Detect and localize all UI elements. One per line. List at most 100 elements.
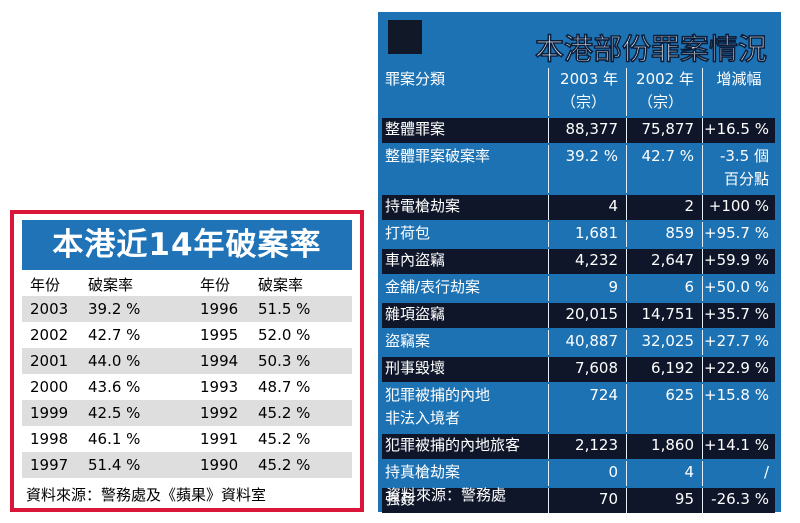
crime-row: 整體罪案破案率 39.2 % 42.7 % -3.5 個百分點: [382, 145, 775, 193]
cell-line: 持真槍劫案: [385, 463, 461, 481]
cell-line: -26.3 %: [711, 490, 769, 508]
cell-line: /: [763, 463, 769, 481]
count-2002-cell: 4: [626, 461, 698, 486]
cell-line: +50.0 %: [704, 278, 769, 296]
change-cell: +59.9 %: [702, 249, 775, 274]
crime-row: 刑事毀壞 7,608 6,192 +22.9 %: [382, 357, 775, 382]
cell-line: 犯罪被捕的內地旅客: [385, 436, 521, 454]
cell-line: +22.9 %: [704, 359, 769, 377]
cell-line: 金舖/表行劫案: [385, 278, 481, 296]
cell-line: 1,681: [575, 224, 618, 242]
count-2003-cell: 40,887: [548, 330, 622, 355]
rate-cell: 46.1 %: [88, 430, 141, 448]
clearance-rate-row: 1999 42.5 % 1992 45.2 %: [22, 400, 352, 426]
crime-stats-panel: 本港部份罪案情況 罪案分類 2003 年 （宗） 2002 年 （宗） 增減幅 整體罪案 88…: [378, 12, 781, 513]
cell-line: 2003 年: [560, 70, 618, 88]
count-2003-cell: 0: [548, 461, 622, 486]
count-2002-cell: 6: [626, 276, 698, 301]
rate-cell: 52.0 %: [258, 326, 311, 344]
crime-row: 犯罪被捕的內地旅客 2,123 1,860 +14.1 %: [382, 434, 775, 459]
cell-line: 95: [674, 490, 694, 508]
count-2003-cell: 88,377: [548, 118, 622, 143]
cell-line: 724: [589, 386, 618, 404]
change-cell: +16.5 %: [702, 118, 775, 143]
crime-stats-title: 本港部份罪案情況: [534, 32, 768, 67]
crime-category-cell: 犯罪被捕的內地旅客: [382, 434, 544, 459]
cell-line: 2,647: [651, 251, 694, 269]
crime-category-cell: 強姦: [382, 488, 544, 513]
crime-row: 盜竊案 40,887 32,025 +27.7 %: [382, 330, 775, 355]
crime-category-cell: 車內盜竊: [382, 249, 544, 274]
cell-line: 1,860: [651, 436, 694, 454]
cell-line: +14.1 %: [704, 436, 769, 454]
cell-line: 車內盜竊: [385, 251, 446, 269]
count-2003-cell: 20,015: [548, 303, 622, 328]
header-c2: 2002 年 （宗）: [626, 68, 698, 116]
year-cell: 2002: [30, 326, 69, 344]
rate-cell: 39.2 %: [88, 300, 141, 318]
crime-row: 持真槍劫案 0 4 /: [382, 461, 775, 486]
crime-category-cell: 犯罪被捕的內地 非法入境者: [382, 384, 544, 432]
clearance-rate-row: 2003 39.2 % 1996 51.5 %: [22, 296, 352, 322]
year-header-2: 年份: [200, 276, 231, 294]
cell-line: 32,025: [641, 332, 695, 350]
cell-line: 6: [684, 278, 694, 296]
crime-category-cell: 持電槍劫案: [382, 195, 544, 220]
cell-line: 39.2 %: [565, 147, 618, 165]
cell-line: 整體罪案破案率: [385, 147, 491, 165]
cell-line: 9: [608, 278, 618, 296]
rate-cell: 45.2 %: [258, 404, 311, 422]
count-2003-cell: 70: [548, 488, 622, 513]
header-c0: 罪案分類: [382, 68, 544, 116]
rate-cell: 42.5 %: [88, 404, 141, 422]
year-cell: 2003: [30, 300, 69, 318]
rate-header-2: 破案率: [258, 276, 304, 294]
crime-category-cell: 金舖/表行劫案: [382, 276, 544, 301]
count-2002-cell: 2: [626, 195, 698, 220]
cell-line: 0: [608, 463, 618, 481]
cell-line: +16.5 %: [704, 120, 769, 138]
left-source-note: 資料來源：警務處及《蘋果》資料室: [26, 486, 267, 504]
cell-line: 2,123: [575, 436, 618, 454]
right-source-note: 資料來源：警務處: [386, 486, 507, 504]
cell-line: 75,877: [641, 120, 695, 138]
count-2002-cell: 6,192: [626, 357, 698, 382]
count-2003-cell: 9: [548, 276, 622, 301]
year-cell: 2000: [30, 378, 69, 396]
clearance-rate-row: 1998 46.1 % 1991 45.2 %: [22, 426, 352, 452]
count-2002-cell: 75,877: [626, 118, 698, 143]
change-cell: +95.7 %: [702, 222, 775, 247]
crime-category-cell: 整體罪案破案率: [382, 145, 544, 193]
cell-line: 4: [684, 463, 694, 481]
cell-line: 4: [608, 197, 618, 215]
count-2002-cell: 95: [626, 488, 698, 513]
rate-cell: 45.2 %: [258, 430, 311, 448]
year-cell: 1990: [200, 456, 239, 474]
rate-cell: 42.7 %: [88, 326, 141, 344]
cell-line: （宗）: [560, 93, 606, 111]
count-2002-cell: 32,025: [626, 330, 698, 355]
cell-line: 百分點: [723, 170, 769, 188]
count-2002-cell: 14,751: [626, 303, 698, 328]
year-header-1: 年份: [30, 276, 61, 294]
clearance-rate-row: 2000 43.6 % 1993 48.7 %: [22, 374, 352, 400]
count-2003-cell: 2,123: [548, 434, 622, 459]
cell-line: 盜竊案: [385, 332, 431, 350]
crime-row: 車內盜竊 4,232 2,647 +59.9 %: [382, 249, 775, 274]
count-2002-cell: 1,860: [626, 434, 698, 459]
crime-row: 強姦 70 95 -26.3 %: [382, 488, 775, 513]
clearance-rate-title: 本港近14年破案率: [22, 220, 352, 270]
rate-header-1: 破案率: [88, 276, 134, 294]
cell-line: 打荷包: [385, 224, 431, 242]
change-cell: /: [702, 461, 775, 486]
clearance-rate-box: 本港近14年破案率 年份 破案率 年份 破案率 2003 39.2 % 1996 51…: [10, 210, 364, 512]
cell-line: 持電槍劫案: [385, 197, 461, 215]
header-c1: 2003 年 （宗）: [548, 68, 622, 116]
cell-line: 20,015: [565, 305, 619, 323]
cell-line: +95.7 %: [704, 224, 769, 242]
crime-category-cell: 整體罪案: [382, 118, 544, 143]
change-cell: +22.9 %: [702, 357, 775, 382]
crime-row: 雜項盜竊 20,015 14,751 +35.7 %: [382, 303, 775, 328]
clearance-rate-row: 2001 44.0 % 1994 50.3 %: [22, 348, 352, 374]
year-cell: 1994: [200, 352, 239, 370]
